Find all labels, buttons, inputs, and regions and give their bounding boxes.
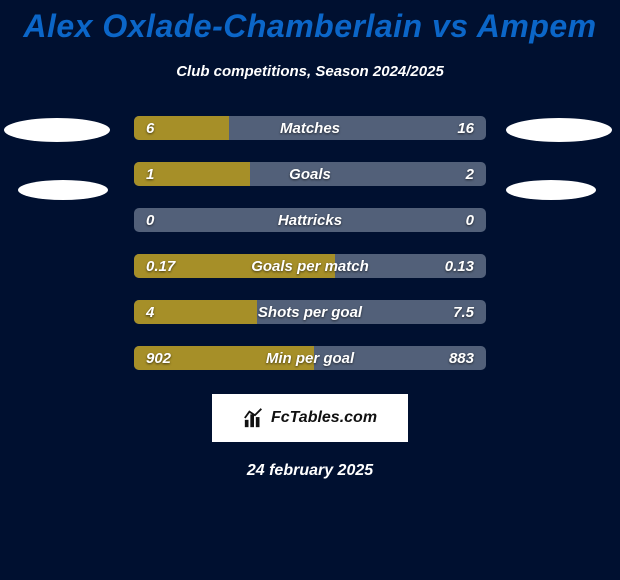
decor-ellipse [4, 118, 110, 142]
bar-right-value: 0.13 [445, 254, 474, 278]
decor-right-col [506, 116, 616, 200]
stat-bar: 616Matches [134, 116, 486, 140]
bar-bg [134, 208, 486, 232]
stat-bar: 0.170.13Goals per match [134, 254, 486, 278]
bar-right-value: 7.5 [453, 300, 474, 324]
bar-left-value: 6 [146, 116, 154, 140]
bar-right-value: 16 [457, 116, 474, 140]
stat-bar: 902883Min per goal [134, 346, 486, 370]
bar-left-value: 4 [146, 300, 154, 324]
bar-left-value: 0 [146, 208, 154, 232]
logo-text: FcTables.com [271, 409, 377, 427]
infographic-root: Alex Oxlade-Chamberlain vs Ampem Club co… [0, 0, 620, 480]
date-line: 24 february 2025 [0, 462, 620, 480]
stats-row: 616Matches12Goals00Hattricks0.170.13Goal… [0, 116, 620, 370]
logo-box: FcTables.com [212, 394, 408, 442]
decor-left-col [4, 116, 114, 200]
bar-left-value: 1 [146, 162, 154, 186]
stat-bar: 12Goals [134, 162, 486, 186]
decor-ellipse [506, 180, 596, 200]
decor-ellipse [18, 180, 108, 200]
stat-bar: 00Hattricks [134, 208, 486, 232]
stat-bar: 47.5Shots per goal [134, 300, 486, 324]
bar-right-value: 2 [466, 162, 474, 186]
subtitle: Club competitions, Season 2024/2025 [0, 63, 620, 80]
bar-left-value: 902 [146, 346, 171, 370]
bars-column: 616Matches12Goals00Hattricks0.170.13Goal… [134, 116, 486, 370]
page-title: Alex Oxlade-Chamberlain vs Ampem [0, 8, 620, 45]
bar-left-value: 0.17 [146, 254, 175, 278]
decor-ellipse [506, 118, 612, 142]
bar-right-value: 0 [466, 208, 474, 232]
bar-right-value: 883 [449, 346, 474, 370]
chart-icon [243, 407, 265, 429]
